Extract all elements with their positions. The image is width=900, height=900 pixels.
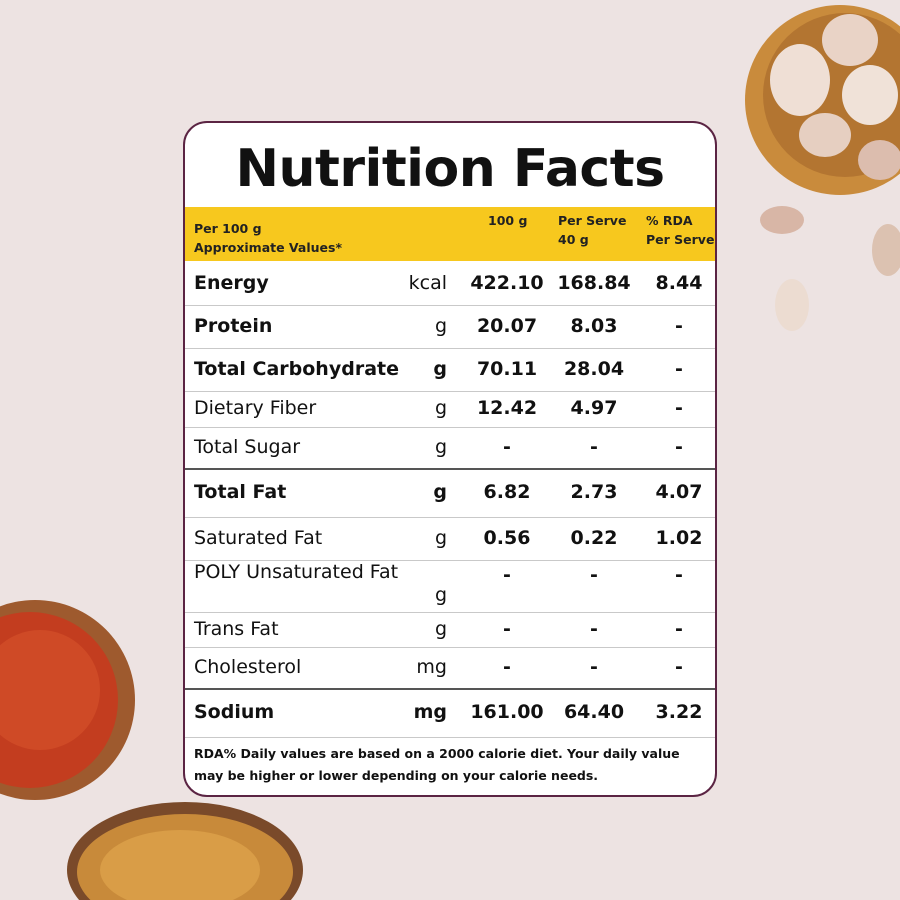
row-value: 1.02	[655, 526, 703, 549]
row-value: -	[675, 617, 683, 640]
header-label: % RDA	[646, 213, 693, 228]
row-value: 0.56	[483, 526, 531, 549]
row-name: Saturated Fat	[194, 526, 323, 549]
row-divider	[185, 647, 715, 648]
row-value: -	[503, 564, 511, 586]
row-name: Total Carbohydrate	[194, 357, 399, 380]
chickpea-bowl	[67, 802, 303, 900]
header-label: 40 g	[558, 232, 589, 247]
nutrition-card: Nutrition Facts RDA% Daily values are ba…	[183, 121, 717, 797]
row-divider	[185, 348, 715, 349]
row-value: 4.97	[570, 397, 618, 419]
row-value: 422.10	[470, 271, 544, 294]
row-unit: g	[434, 397, 447, 419]
row-unit: kcal	[408, 271, 447, 294]
row-value: 168.84	[557, 271, 631, 294]
row-name: Cholesterol	[194, 655, 302, 678]
row-value: 8.44	[655, 271, 703, 294]
row-value: 70.11	[476, 357, 538, 380]
row-unit: g	[434, 584, 447, 606]
row-value: 6.82	[483, 480, 531, 503]
row-divider	[185, 427, 715, 428]
row-value: 3.22	[655, 700, 703, 723]
row-value: -	[675, 564, 683, 586]
row-value: 0.22	[570, 526, 618, 549]
row-divider	[185, 391, 715, 392]
row-value: 64.40	[563, 700, 625, 723]
row-value: -	[503, 617, 511, 640]
row-unit: g	[433, 480, 447, 503]
row-value: 8.03	[570, 314, 618, 337]
row-unit: g	[433, 357, 447, 380]
garlic-clove	[760, 206, 804, 234]
row-divider	[185, 517, 715, 518]
row-value: -	[590, 564, 598, 586]
row-unit: g	[434, 314, 447, 337]
row-divider	[185, 612, 715, 613]
header-band	[185, 207, 715, 261]
garlic-bowl	[745, 5, 900, 195]
title: Nutrition Facts	[235, 139, 665, 199]
row-value: -	[675, 314, 683, 337]
row-unit: mg	[416, 655, 447, 678]
row-value: -	[503, 435, 511, 458]
row-unit: g	[434, 435, 447, 458]
row-name: Dietary Fiber	[194, 397, 317, 419]
row-name: Trans Fat	[194, 617, 279, 640]
row-value: 28.04	[563, 357, 625, 380]
header-label: Per Serve	[646, 232, 715, 247]
row-value: 161.00	[470, 700, 544, 723]
row-value: -	[590, 617, 598, 640]
header-label: Per 100 g	[194, 221, 262, 236]
row-unit: mg	[413, 700, 447, 723]
row-value: -	[675, 435, 683, 458]
row-value: -	[503, 655, 511, 678]
garlic-clove	[872, 224, 900, 276]
row-name: Total Sugar	[194, 435, 301, 458]
garlic-clove	[775, 279, 809, 331]
chili-bowl	[0, 600, 135, 800]
row-value: -	[675, 397, 683, 419]
footnote: RDA% Daily values are based on a 2000 ca…	[194, 746, 680, 783]
row-name: Sodium	[194, 700, 275, 723]
row-value: 20.07	[476, 314, 538, 337]
row-divider	[185, 688, 715, 690]
row-divider	[185, 305, 715, 306]
row-divider	[185, 737, 715, 738]
row-name: POLY Unsaturated Fat	[194, 561, 399, 583]
row-unit: g	[434, 617, 447, 640]
row-value: 12.42	[476, 397, 538, 419]
row-value: 2.73	[570, 480, 618, 503]
row-unit: g	[434, 526, 447, 549]
header-label: 100 g	[488, 213, 528, 228]
row-name: Protein	[194, 314, 273, 337]
row-name: Total Fat	[194, 480, 287, 503]
row-divider	[185, 468, 715, 470]
row-value: -	[675, 357, 683, 380]
row-value: -	[675, 655, 683, 678]
row-value: -	[590, 435, 598, 458]
header-label: Per Serve	[558, 213, 627, 228]
header-label: Approximate Values*	[194, 240, 342, 255]
row-name: Energy	[194, 271, 269, 294]
row-divider	[185, 560, 715, 561]
row-value: 4.07	[655, 480, 703, 503]
row-value: -	[590, 655, 598, 678]
